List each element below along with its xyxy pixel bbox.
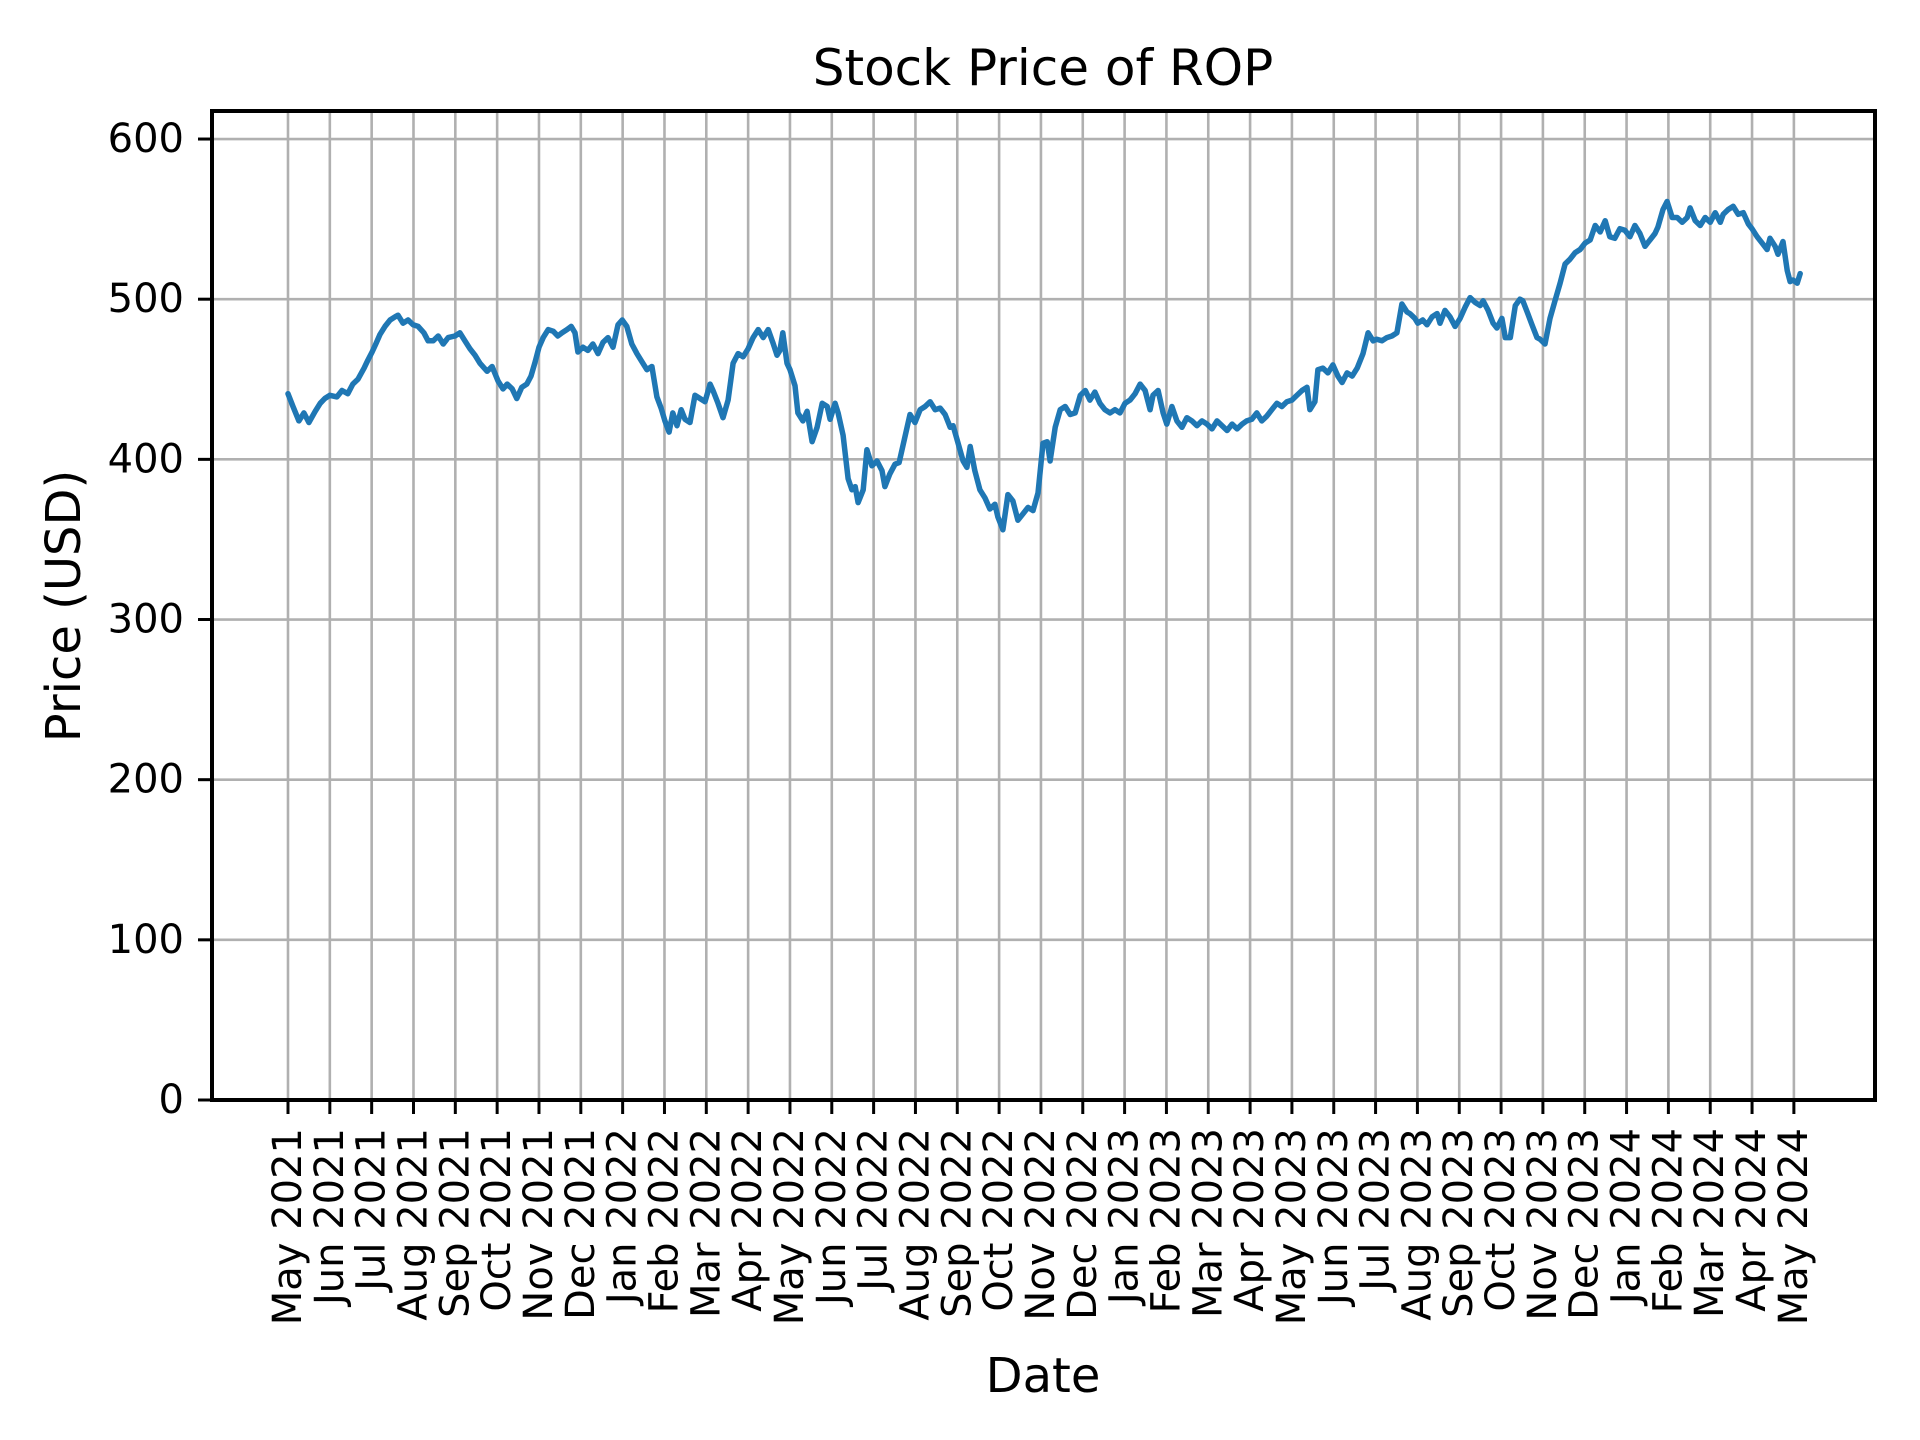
axis-ticks <box>198 137 1796 1114</box>
chart-title: Stock Price of ROP <box>813 39 1273 97</box>
x-tick-label: Dec 2023 <box>1562 1128 1608 1320</box>
x-tick-label: Jun 2023 <box>1311 1128 1357 1308</box>
x-tick-label: Nov 2021 <box>516 1128 562 1321</box>
x-tick-label: Apr 2022 <box>725 1128 771 1312</box>
x-tick-label: Nov 2023 <box>1520 1128 1566 1321</box>
y-tick-label: 100 <box>108 917 184 963</box>
x-tick-label: Mar 2022 <box>683 1128 729 1318</box>
x-tick-label: Jul 2021 <box>349 1128 395 1294</box>
x-tick-label: May 2023 <box>1269 1128 1315 1325</box>
x-tick-label: Mar 2023 <box>1185 1128 1231 1318</box>
x-tick-label: Mar 2024 <box>1687 1128 1733 1318</box>
x-tick-label: Dec 2022 <box>1060 1128 1106 1320</box>
x-tick-label: May 2021 <box>265 1128 311 1325</box>
x-tick-label: Dec 2021 <box>558 1128 604 1320</box>
x-tick-label: May 2022 <box>767 1128 813 1325</box>
y-tick-label: 500 <box>108 276 184 322</box>
x-tick-label: Jan 2024 <box>1604 1128 1650 1307</box>
y-tick-label: 200 <box>108 757 184 803</box>
x-tick-label: Sep 2023 <box>1436 1128 1482 1318</box>
x-tick-label: Oct 2022 <box>976 1128 1022 1312</box>
x-tick-label: Aug 2021 <box>390 1128 436 1321</box>
y-tick-labels: 0 100 200 300 400 500 600 <box>108 116 184 1123</box>
x-tick-label: Oct 2023 <box>1478 1128 1524 1312</box>
price-line-series <box>285 198 1803 533</box>
x-tick-label: Jun 2022 <box>809 1128 855 1308</box>
x-tick-label: Nov 2022 <box>1018 1128 1064 1321</box>
x-tick-label: May 2024 <box>1771 1128 1817 1325</box>
x-tick-label: Oct 2021 <box>474 1128 520 1312</box>
plot-frame <box>210 109 1877 1102</box>
x-axis-label: Date <box>986 1348 1101 1404</box>
x-tick-label: Sep 2021 <box>432 1128 478 1318</box>
x-tick-label: Jul 2023 <box>1353 1128 1399 1294</box>
x-tick-label: Feb 2023 <box>1143 1128 1189 1313</box>
x-tick-label: Aug 2023 <box>1394 1128 1440 1321</box>
x-tick-label: Sep 2022 <box>934 1128 980 1318</box>
x-tick-label: Apr 2023 <box>1227 1128 1273 1312</box>
x-tick-label: Apr 2024 <box>1729 1128 1775 1312</box>
x-tick-label: Jul 2022 <box>851 1128 897 1294</box>
y-tick-label: 400 <box>108 436 184 482</box>
x-tick-label: Feb 2022 <box>641 1128 687 1313</box>
y-tick-label: 0 <box>159 1077 184 1123</box>
x-tick-label: Aug 2022 <box>892 1128 938 1321</box>
grid-lines <box>212 111 1875 1102</box>
y-tick-label: 600 <box>108 116 184 162</box>
y-tick-label: 300 <box>108 597 184 643</box>
x-tick-label: Feb 2024 <box>1645 1128 1691 1313</box>
x-tick-label: Jun 2021 <box>307 1128 353 1308</box>
y-axis-label: Price (USD) <box>36 470 92 742</box>
x-tick-label: Jan 2023 <box>1102 1128 1148 1307</box>
x-tick-label: Jan 2022 <box>600 1128 646 1307</box>
